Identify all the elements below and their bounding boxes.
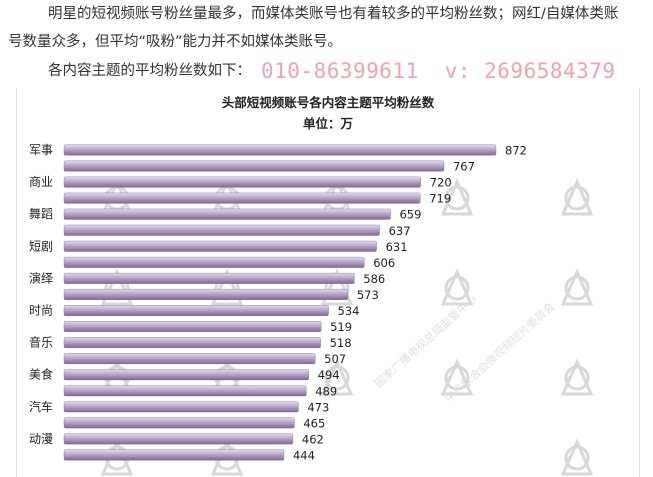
- value-label: 659: [399, 208, 421, 222]
- watermark-logo-icon: [560, 268, 594, 306]
- category-label: 军事: [29, 143, 53, 157]
- category-label: 汽车: [29, 399, 53, 414]
- wechat-watermark: v: 2696584379: [444, 59, 616, 83]
- watermark-logo-icon: [560, 178, 594, 216]
- watermark-logo-icon: [440, 268, 474, 306]
- watermark-logo-icon: [560, 438, 594, 476]
- value-label: 637: [389, 224, 411, 238]
- phone-watermark: 010-86399611: [261, 59, 419, 83]
- bar: [63, 176, 421, 188]
- bar: [63, 337, 321, 349]
- value-label: 444: [293, 448, 315, 462]
- bar: [63, 224, 380, 236]
- chart-intro-label: 各内容主题的平均粉丝数如下：: [48, 63, 251, 79]
- category-label: 演绎: [29, 270, 53, 285]
- value-label: 494: [318, 368, 340, 382]
- value-label: 631: [386, 240, 408, 254]
- bar: [63, 240, 377, 252]
- category-label: 音乐: [29, 335, 53, 350]
- bar: [63, 321, 322, 333]
- category-label: 舞蹈: [29, 207, 53, 221]
- value-label: 719: [429, 192, 451, 206]
- intro-paragraph-line-1: 明星的短视频账号粉丝量最多，而媒体类账号也有着较多的平均粉丝数；网红/自媒体类账: [48, 6, 619, 22]
- bar: [63, 160, 445, 172]
- bar: [63, 305, 329, 316]
- bar: [63, 401, 299, 413]
- value-label: 518: [330, 336, 352, 350]
- value-label: 720: [430, 176, 452, 190]
- bar: [63, 385, 307, 397]
- intro-paragraph-line-2: 号数量众多，但平均“吸粉”能力并不如媒体类账号。: [8, 34, 343, 50]
- value-label: 872: [505, 144, 527, 158]
- category-label: 短剧: [29, 239, 53, 253]
- bar: [63, 256, 365, 268]
- value-label: 586: [363, 272, 385, 286]
- value-label: 465: [303, 416, 325, 430]
- bar: [63, 353, 316, 365]
- value-label: 489: [315, 384, 337, 398]
- value-label: 606: [373, 256, 395, 270]
- category-label: 动漫: [29, 432, 53, 446]
- chart-title: 头部短视频账号各内容主题平均粉丝数: [222, 95, 435, 110]
- category-label: 美食: [29, 367, 53, 382]
- watermark-logo-icon: [560, 358, 594, 396]
- bar: [63, 369, 309, 381]
- watermark-logo-icon: [440, 178, 474, 216]
- bar: [63, 433, 294, 445]
- watermark-logo-icon: [440, 358, 474, 396]
- bar: [63, 449, 285, 461]
- chart-container: 国家广播电视总局监管中心 中广联合会微视频短片委员会 头部短视频账号各内容主题平均…: [16, 88, 640, 477]
- watermark-logo-icon: [320, 358, 354, 396]
- bar: [63, 417, 295, 429]
- chart-intro-line: 各内容主题的平均粉丝数如下： 010-86399611 v: 2696584379: [48, 59, 653, 83]
- value-label: 534: [338, 304, 360, 318]
- bar: [63, 288, 349, 300]
- bar: [63, 144, 497, 156]
- category-label: 时尚: [29, 304, 53, 318]
- bar: [63, 208, 391, 220]
- chart-subtitle: 单位：万: [303, 116, 353, 131]
- bar: [63, 272, 355, 284]
- value-label: 519: [330, 320, 352, 334]
- value-label: 462: [302, 432, 324, 446]
- value-label: 573: [357, 288, 379, 302]
- value-label: 767: [453, 160, 475, 174]
- category-label: 商业: [29, 174, 53, 189]
- value-label: 473: [307, 400, 329, 414]
- bar: [63, 192, 421, 204]
- value-label: 507: [324, 352, 346, 366]
